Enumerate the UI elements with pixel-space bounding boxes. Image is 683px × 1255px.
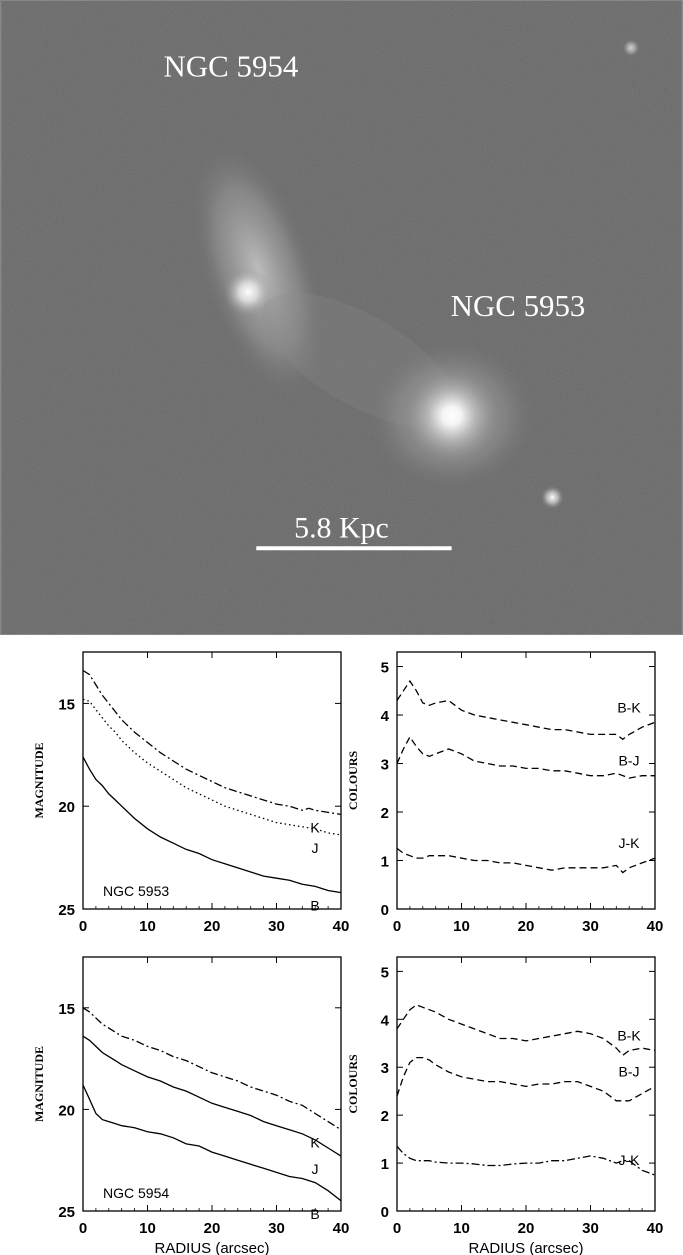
series-line-j-k xyxy=(396,1145,656,1176)
x-tick-label: 30 xyxy=(268,918,285,935)
y-tick-label: 20 xyxy=(58,799,75,816)
series-line-b xyxy=(82,756,342,894)
plot-frame xyxy=(82,651,342,910)
series-label-k: K xyxy=(310,1135,320,1151)
y-axis-label: MAGNITUDE xyxy=(32,1046,46,1122)
y-tick-label: 1 xyxy=(381,854,389,871)
x-tick-label: 20 xyxy=(518,1220,535,1237)
star xyxy=(540,485,565,510)
galaxy-ngc5953-core xyxy=(399,363,504,468)
plot-annotation: NGC 5953 xyxy=(103,883,169,899)
x-tick-label: 10 xyxy=(139,918,156,935)
galaxy-ngc5954-core xyxy=(224,268,273,317)
scale-bar-label: 5.8 Kpc xyxy=(294,511,389,544)
y-tick-label: 2 xyxy=(381,805,389,822)
chart-panel-top-left: 0 10 20 30 40 15 20 25 MAGNITUDE NGC 5953 KJ B xyxy=(32,651,350,935)
series-label-b: B xyxy=(310,1206,319,1222)
plot-frame xyxy=(82,956,342,1212)
x-tick-label: 40 xyxy=(647,1220,664,1237)
y-tick-label: 1 xyxy=(381,1156,389,1173)
y-tick-label: 15 xyxy=(58,696,75,713)
series-label-b-j: B-J xyxy=(619,1063,640,1079)
x-tick-label: 0 xyxy=(393,918,401,935)
y-tick-label: 25 xyxy=(58,902,75,919)
y-tick-label: 20 xyxy=(58,1102,75,1119)
x-axis-label: RADIUS (arcsec) xyxy=(468,1240,583,1255)
x-tick-label: 10 xyxy=(139,1220,156,1237)
y-tick-label: 4 xyxy=(381,1012,390,1029)
series-line-k xyxy=(82,1007,342,1131)
x-tick-label: 40 xyxy=(333,1220,350,1237)
x-tick-label: 10 xyxy=(453,1220,470,1237)
series-line-b-j xyxy=(396,735,655,779)
plot-annotation: NGC 5954 xyxy=(103,1185,169,1201)
label-ngc5954: NGC 5954 xyxy=(164,49,299,84)
x-tick-label: 30 xyxy=(582,1220,599,1237)
series-label-b-j: B-J xyxy=(619,753,640,769)
series-label-b-k: B-K xyxy=(617,1027,641,1043)
star xyxy=(622,38,641,57)
series-label-j: J xyxy=(312,840,319,856)
x-axis-label: RADIUS (arcsec) xyxy=(154,1240,269,1255)
x-tick-label: 40 xyxy=(333,918,350,935)
y-tick-label: 4 xyxy=(381,708,390,725)
series-line-b-j xyxy=(396,1056,656,1102)
galaxy-image: NGC 5954 NGC 5953 5.8 Kpc xyxy=(0,0,683,635)
series-line-b-k xyxy=(396,679,656,741)
galaxy-ngc5954-disk xyxy=(188,136,329,405)
x-tick-label: 20 xyxy=(204,1220,221,1237)
series-label-k: K xyxy=(310,819,320,835)
x-tick-label: 0 xyxy=(393,1220,401,1237)
series-line-k xyxy=(82,669,342,816)
x-tick-label: 30 xyxy=(268,1220,285,1237)
plot-frame xyxy=(396,651,656,910)
series-line-j xyxy=(82,1035,342,1157)
series-label-j: J xyxy=(312,1161,319,1177)
series-line-b xyxy=(82,1084,342,1202)
series-label-b: B xyxy=(310,898,319,914)
series-line-b-k xyxy=(396,1004,656,1057)
plot-frame xyxy=(396,956,656,1212)
y-tick-label: 3 xyxy=(381,1060,389,1077)
series-label-j-k: J-K xyxy=(619,1152,641,1168)
chart-panel-bottom-right: 0 10 20 30 40 0 1 2 3 4 5 COLOURS RADIUS (arcsec) B-K… xyxy=(346,956,664,1255)
x-tick-label: 20 xyxy=(518,918,535,935)
y-tick-label: 5 xyxy=(381,660,389,677)
chart-panel-top-right: 0 10 20 30 40 0 1 2 3 4 5 COLOURS B-K B-J J-K xyxy=(346,651,664,935)
x-tick-label: 10 xyxy=(453,918,470,935)
series-label-b-k: B-K xyxy=(617,699,641,715)
series-line-j xyxy=(82,698,342,836)
y-tick-label: 25 xyxy=(58,1204,75,1221)
x-tick-label: 40 xyxy=(647,918,664,935)
x-tick-label: 20 xyxy=(204,918,221,935)
chart-panel-bottom-left: 0 10 20 30 40 15 20 25 MAGNITUDE RADIUS (arcsec) N… xyxy=(32,956,350,1255)
y-tick-label: 0 xyxy=(381,902,389,919)
y-tick-label: 3 xyxy=(381,757,389,774)
y-tick-label: 2 xyxy=(381,1108,389,1125)
y-axis-label: COLOURS xyxy=(346,1054,360,1114)
series-line-j-k xyxy=(396,847,656,874)
y-tick-label: 0 xyxy=(381,1204,389,1221)
x-tick-label: 30 xyxy=(582,918,599,935)
y-axis-label: MAGNITUDE xyxy=(32,742,46,818)
label-ngc5953: NGC 5953 xyxy=(451,288,586,323)
series-label-j-k: J-K xyxy=(619,835,641,851)
x-tick-label: 0 xyxy=(79,1220,87,1237)
y-tick-label: 15 xyxy=(58,1001,75,1018)
y-axis-label: COLOURS xyxy=(346,751,360,811)
x-tick-label: 0 xyxy=(79,918,87,935)
y-tick-label: 5 xyxy=(381,964,389,981)
